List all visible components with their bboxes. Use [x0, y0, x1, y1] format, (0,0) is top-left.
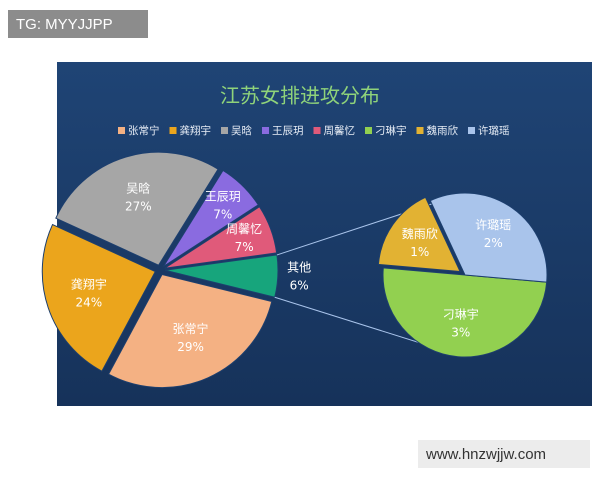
pie-slice	[164, 206, 278, 269]
legend-label: 张常宁	[128, 124, 160, 137]
slice-label: 3%	[451, 326, 470, 340]
legend-swatch	[416, 127, 424, 134]
pie-slice	[377, 196, 461, 273]
legend-label: 周馨忆	[324, 124, 356, 137]
legend-swatch	[118, 127, 125, 134]
slice-label: 27%	[125, 200, 152, 214]
slice-label: 王辰玥	[205, 189, 241, 203]
slice-label: 其他	[287, 260, 311, 274]
slice-label: 7%	[213, 207, 232, 221]
slice-label: 29%	[177, 340, 204, 354]
slice-label: 2%	[484, 236, 503, 250]
slice-label: 7%	[235, 240, 254, 254]
slice-label: 魏雨欣	[402, 226, 438, 241]
pie-slice	[429, 192, 548, 283]
legend-swatch	[313, 127, 321, 134]
pie-slice	[164, 254, 279, 298]
slice-label: 1%	[410, 245, 429, 259]
legend-label: 龚翔宇	[180, 124, 212, 137]
chart-title: 江苏女排进攻分布	[220, 84, 380, 108]
pie-slice	[163, 169, 259, 267]
legend-swatch	[169, 127, 177, 134]
watermark: TG: MYYJJPP	[16, 16, 113, 33]
slice-label: 24%	[76, 295, 103, 309]
slice-label: 6%	[290, 278, 309, 292]
slice-label: 刁琳宇	[443, 308, 479, 322]
slice-label: 吴晗	[126, 181, 150, 196]
legend-label: 王辰玥	[272, 125, 304, 137]
legend-swatch	[365, 127, 372, 134]
slice-label: 张常宁	[173, 321, 209, 336]
pie-slice	[107, 273, 273, 388]
slice-label: 周馨忆	[226, 221, 262, 236]
legend-label: 魏雨欣	[427, 124, 459, 137]
pie-slice	[41, 223, 156, 372]
legend-swatch	[221, 127, 228, 134]
slice-label: 许璐瑶	[475, 218, 511, 232]
pie-slice	[382, 267, 548, 358]
legend-swatch	[468, 127, 475, 134]
watermark-box	[8, 10, 148, 38]
pie-slice	[55, 151, 219, 266]
watermark: www.hnzwjjw.com	[425, 446, 546, 463]
watermark-box	[418, 440, 590, 468]
legend-label: 吴晗	[231, 124, 252, 137]
slice-label: 龚翔宇	[71, 276, 107, 291]
legend-label: 许璐瑶	[478, 124, 510, 137]
legend-label: 刁琳宇	[375, 124, 407, 137]
legend-swatch	[262, 127, 269, 134]
